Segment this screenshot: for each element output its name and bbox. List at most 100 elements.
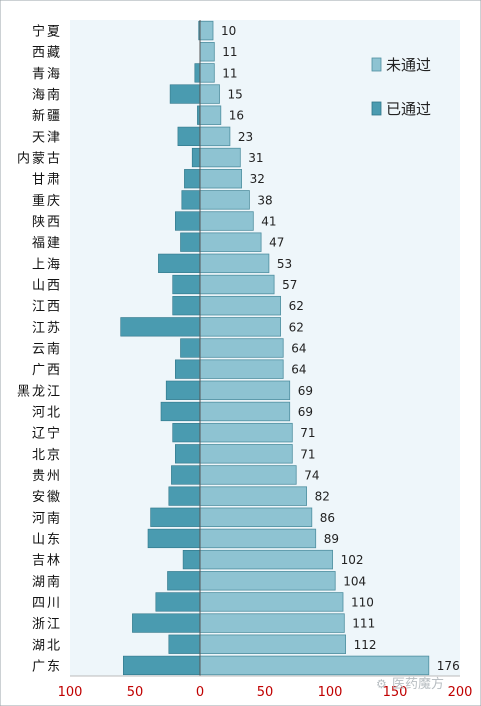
- value-label-8: 38: [257, 193, 272, 207]
- bar-not-passed-27: [199, 592, 344, 612]
- bar-passed-5: [177, 126, 201, 146]
- bar-not-passed-4: [199, 105, 222, 125]
- category-label-21: 贵州: [32, 469, 62, 484]
- bar-not-passed-9: [199, 211, 254, 231]
- bar-not-passed-28: [199, 613, 345, 633]
- bar-not-passed-12: [199, 274, 275, 295]
- category-label-28: 浙江: [32, 617, 62, 632]
- x-tick-label-1: 50: [127, 685, 144, 700]
- bar-passed-29: [168, 634, 201, 654]
- x-tick-label-5: 150: [383, 685, 408, 700]
- bar-passed-15: [180, 338, 201, 358]
- x-tick-label-6: 200: [448, 685, 473, 700]
- bar-passed-19: [172, 423, 201, 443]
- bar-not-passed-1: [199, 42, 215, 62]
- legend-swatch-0: [371, 57, 382, 72]
- bar-passed-26: [167, 571, 201, 591]
- value-label-29: 112: [354, 638, 377, 652]
- bar-not-passed-10: [199, 232, 262, 252]
- bar-not-passed-26: [199, 571, 336, 591]
- category-label-14: 江苏: [32, 320, 62, 336]
- x-tick-label-2: 0: [196, 685, 204, 700]
- value-label-3: 15: [228, 88, 243, 102]
- bar-not-passed-16: [199, 359, 284, 379]
- bar-passed-11: [158, 253, 201, 273]
- category-label-27: 四川: [32, 596, 62, 611]
- x-tick-label-4: 100: [318, 685, 343, 700]
- bar-not-passed-23: [199, 507, 313, 528]
- bar-not-passed-13: [199, 295, 281, 316]
- watermark-icon: ⚙: [376, 677, 387, 691]
- value-label-30: 176: [437, 659, 460, 673]
- bar-passed-24: [147, 528, 201, 549]
- value-label-19: 71: [300, 426, 315, 440]
- value-label-1: 11: [222, 45, 237, 59]
- bar-passed-20: [175, 444, 201, 464]
- bar-not-passed-17: [199, 380, 291, 401]
- category-label-29: 湖北: [32, 638, 62, 653]
- value-label-7: 32: [250, 172, 265, 186]
- bar-passed-7: [184, 169, 201, 189]
- bar-passed-14: [120, 317, 201, 337]
- category-label-7: 甘肃: [32, 173, 62, 188]
- bar-not-passed-24: [199, 528, 317, 549]
- bar-passed-17: [165, 380, 201, 400]
- value-label-12: 57: [282, 278, 297, 292]
- category-label-20: 北京: [32, 448, 62, 463]
- category-label-13: 江西: [32, 300, 62, 315]
- value-label-0: 10: [221, 24, 236, 38]
- category-label-25: 吉林: [32, 554, 62, 569]
- x-tick-label-0: 100: [58, 685, 83, 700]
- bar-passed-21: [171, 465, 201, 485]
- category-label-30: 广东: [32, 659, 62, 674]
- category-label-26: 湖南: [32, 574, 62, 590]
- category-label-4: 新疆: [32, 108, 62, 124]
- bar-not-passed-20: [199, 444, 293, 464]
- value-label-25: 102: [341, 553, 364, 567]
- category-label-22: 安徽: [32, 490, 62, 505]
- category-label-6: 内蒙古: [17, 151, 62, 167]
- bar-passed-30: [123, 655, 201, 676]
- bar-not-passed-5: [199, 126, 231, 147]
- value-label-20: 71: [300, 447, 315, 461]
- bar-not-passed-8: [199, 190, 250, 210]
- bar-not-passed-19: [199, 422, 293, 443]
- value-label-27: 110: [351, 595, 374, 609]
- value-label-22: 82: [315, 490, 330, 504]
- value-label-18: 69: [298, 405, 313, 419]
- category-label-5: 天津: [32, 130, 62, 145]
- value-label-26: 104: [343, 574, 366, 588]
- value-label-9: 41: [261, 215, 276, 229]
- bar-passed-10: [180, 232, 201, 252]
- value-label-14: 62: [289, 320, 304, 334]
- bar-not-passed-29: [199, 634, 347, 654]
- bar-passed-2: [194, 63, 201, 83]
- category-label-11: 上海: [32, 257, 62, 272]
- bar-not-passed-25: [199, 549, 334, 570]
- bar-passed-27: [155, 592, 201, 612]
- category-label-3: 海南: [32, 87, 62, 103]
- value-label-5: 23: [238, 130, 253, 144]
- value-label-11: 53: [277, 257, 292, 271]
- value-label-2: 11: [222, 66, 237, 80]
- category-label-23: 河南: [32, 510, 62, 526]
- category-label-9: 陕西: [32, 215, 62, 230]
- value-label-4: 16: [229, 109, 244, 123]
- category-label-24: 山东: [32, 532, 62, 547]
- value-label-16: 64: [291, 363, 306, 377]
- value-label-15: 64: [291, 342, 306, 356]
- category-label-15: 云南: [32, 341, 62, 357]
- value-label-13: 62: [289, 299, 304, 313]
- bar-not-passed-7: [199, 168, 242, 189]
- bar-not-passed-15: [199, 338, 284, 358]
- bar-passed-23: [150, 507, 201, 527]
- category-label-2: 青海: [32, 67, 62, 82]
- category-label-8: 重庆: [32, 193, 62, 209]
- bar-not-passed-14: [199, 317, 281, 337]
- bar-not-passed-18: [199, 401, 291, 422]
- category-label-12: 山西: [32, 279, 62, 294]
- value-label-17: 69: [298, 384, 313, 398]
- bar-not-passed-11: [199, 253, 270, 274]
- bar-passed-22: [168, 486, 201, 506]
